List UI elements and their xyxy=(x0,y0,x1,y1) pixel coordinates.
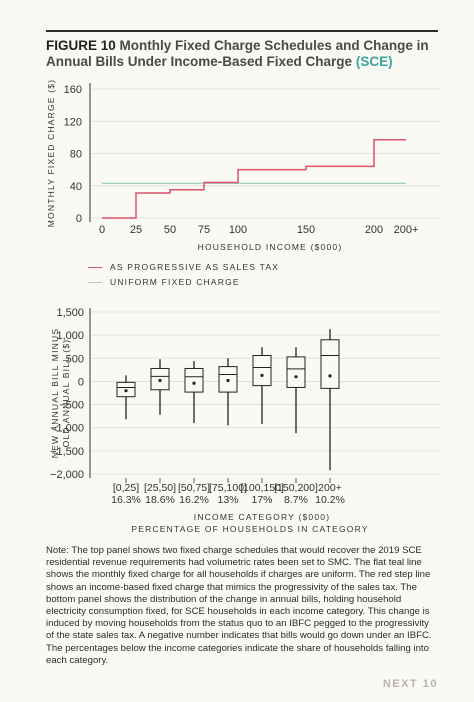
category-label: [150,200] xyxy=(274,482,318,494)
figure-label: FIGURE 10 xyxy=(46,38,116,53)
legend-swatch-teal xyxy=(88,282,102,284)
percentage-label: 16.3% xyxy=(111,494,141,506)
top-rule xyxy=(46,30,438,32)
y-tick-label: 120 xyxy=(64,116,82,128)
y-tick-label: 80 xyxy=(70,149,82,161)
footer-brand: NEXT xyxy=(382,678,419,690)
percentage-label: 18.6% xyxy=(145,494,175,506)
y-tick-label: 1,000 xyxy=(56,330,84,342)
y-tick-label: −500 xyxy=(59,400,84,412)
category-label: [100,150] xyxy=(240,482,284,494)
x-axis-title: HOUSEHOLD INCOME ($000) xyxy=(198,242,343,252)
x-tick-label: 75 xyxy=(198,224,210,236)
x-tick-label: 50 xyxy=(164,224,176,236)
box-mean-dot xyxy=(260,373,264,378)
y-tick-label: −1,000 xyxy=(50,423,84,435)
x-axis-title: INCOME CATEGORY ($000) xyxy=(194,512,330,522)
percentage-label: 13% xyxy=(217,494,238,506)
category-label: [25,50] xyxy=(144,482,176,494)
fixed-charge-chart: 0 40 80 120 160 0 25 50 75 100 150 200 200+ HOUSEHOLD… xyxy=(46,79,440,252)
footer-page-number: 10 xyxy=(422,678,438,690)
legend-label-uniform: UNIFORM FIXED CHARGE xyxy=(110,277,240,287)
y-tick-label: 40 xyxy=(70,181,82,193)
x-tick-label: 200+ xyxy=(394,224,419,236)
y-tick-label: 0 xyxy=(76,213,82,225)
x-tick-label: 25 xyxy=(130,224,142,236)
category-label: [50,75] xyxy=(178,482,210,494)
y-tick-label: 500 xyxy=(66,353,84,365)
box-iqr xyxy=(184,367,204,393)
y-tick-label: −2,000 xyxy=(50,469,84,481)
figure-title-text: Monthly Fixed Charge Schedules and Chang… xyxy=(46,38,429,69)
legend-label-progressive: AS PROGRESSIVE AS SALES TAX xyxy=(110,262,280,272)
box-mean-dot xyxy=(124,389,128,393)
y-tick-label: 1,500 xyxy=(56,307,84,319)
box-mean-dot xyxy=(192,381,196,385)
progressive-step-line xyxy=(102,139,406,219)
x-tick-label: 200 xyxy=(365,224,383,236)
x-tick-label: 0 xyxy=(99,224,105,236)
figure-title: FIGURE 10 Monthly Fixed Charge Schedules… xyxy=(46,38,446,70)
percentage-label: 16.2% xyxy=(179,494,209,506)
y-tick-label: −1,500 xyxy=(50,446,84,458)
page-footer: NEXT 10 xyxy=(383,678,438,690)
legend-swatch-red xyxy=(88,267,102,269)
box-iqr xyxy=(252,355,272,387)
x-tick-label: 100 xyxy=(229,224,247,236)
y-axis-title: MONTHLY FIXED CHARGE ($) xyxy=(46,79,56,227)
x-tick-label: 150 xyxy=(297,224,315,236)
box-mean-dot xyxy=(328,374,332,378)
figure-title-highlight: (SCE) xyxy=(355,54,393,69)
percentage-label: 10.2% xyxy=(315,494,345,506)
category-label: [0,25] xyxy=(113,482,139,494)
box-iqr xyxy=(286,356,306,388)
box-mean-dot xyxy=(158,378,162,383)
y-tick-label: 160 xyxy=(64,84,82,96)
category-label: [75,100] xyxy=(209,482,247,494)
percentage-label: 17% xyxy=(251,494,272,506)
box-mean-dot xyxy=(226,378,230,383)
x-axis-subtitle: PERCENTAGE OF HOUSEHOLDS IN CATEGORY xyxy=(131,524,368,534)
y-tick-label: 0 xyxy=(78,376,84,388)
bill-change-chart: −2,000 −1,500 −1,000 −500 0 500 1,000 1,500 [0,2… xyxy=(50,307,440,534)
box-iqr xyxy=(320,339,340,389)
note-text: Note: The top panel shows two fixed char… xyxy=(46,545,432,666)
category-label: 200+ xyxy=(318,482,342,494)
y-axis-title: NEW ANNUAL BILL MINUSOLD ANNUAL BILL ($) xyxy=(50,328,71,458)
legend-item-uniform: UNIFORM FIXED CHARGE xyxy=(88,277,240,287)
box-mean-dot xyxy=(294,375,298,379)
percentage-label: 8.7% xyxy=(284,494,308,506)
legend-item-progressive: AS PROGRESSIVE AS SALES TAX xyxy=(88,262,279,272)
